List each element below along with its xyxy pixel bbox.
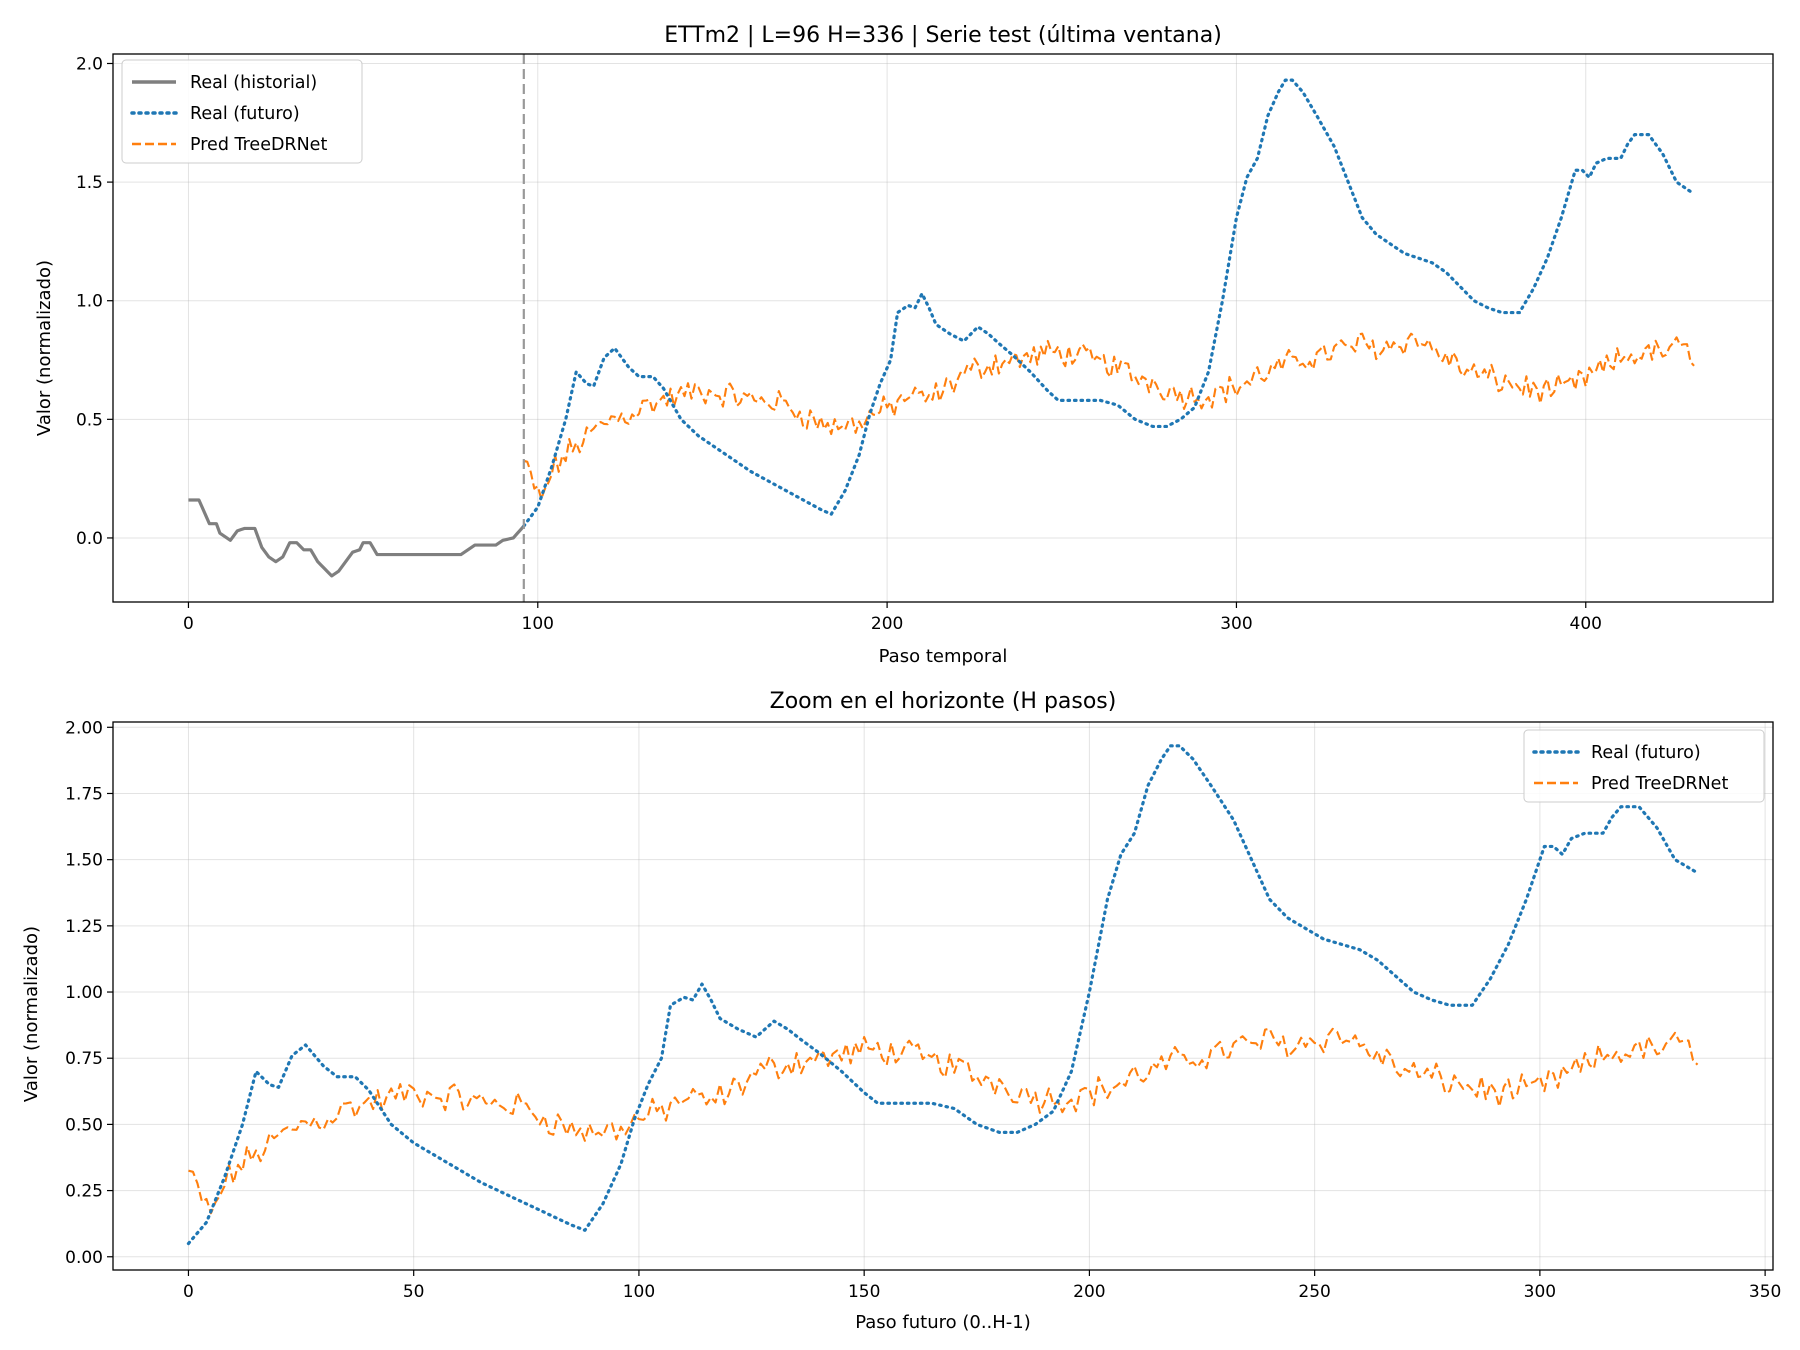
x-tick-label: 300 xyxy=(1220,614,1252,634)
x-tick-label: 350 xyxy=(1749,1282,1781,1302)
y-tick-label: 0.5 xyxy=(76,410,103,430)
x-tick-label: 250 xyxy=(1298,1282,1330,1302)
x-tick-label: 50 xyxy=(403,1282,425,1302)
series-line-real-futuro xyxy=(186,744,1700,1246)
x-tick-label: 150 xyxy=(848,1282,880,1302)
y-tick-label: 1.0 xyxy=(76,292,103,312)
legend-label-futuro: Real (futuro) xyxy=(1591,743,1701,763)
x-tick-label: 0 xyxy=(183,1282,194,1302)
y-tick-label: 0.50 xyxy=(65,1115,103,1135)
y-tick-label: 1.5 xyxy=(76,173,103,193)
legend: Real (historial) Real (futuro) Pred Tree… xyxy=(121,59,363,164)
x-tick-label: 100 xyxy=(522,614,554,634)
y-tick-label: 0.00 xyxy=(65,1248,103,1268)
grid xyxy=(113,722,1773,1270)
chart-full-series: ETTm2 | L=96 H=336 | Serie test (última … xyxy=(34,23,1774,667)
x-axis-label: Paso temporal xyxy=(879,646,1008,667)
x-tick-label: 200 xyxy=(871,614,903,634)
legend: Real (futuro) Pred TreeDRNet xyxy=(1523,729,1765,803)
series-line-real-historial xyxy=(188,498,526,578)
y-tick-label: 1.75 xyxy=(65,784,103,804)
legend-label-pred: Pred TreeDRNet xyxy=(1591,774,1728,794)
series-layer xyxy=(188,78,1696,578)
y-tick-label: 1.50 xyxy=(65,851,103,871)
chart-title: Zoom en el horizonte (H pasos) xyxy=(770,689,1117,714)
grid xyxy=(113,54,1773,602)
y-tick-label: 0.75 xyxy=(65,1049,103,1069)
y-tick-label: 0.0 xyxy=(76,529,103,549)
chart-title: ETTm2 | L=96 H=336 | Serie test (última … xyxy=(664,23,1222,48)
chart-horizon-zoom: Zoom en el horizonte (H pasos) 0 50 100 150… xyxy=(21,689,1781,1333)
legend-label-futuro: Real (futuro) xyxy=(190,104,300,124)
plot-frame xyxy=(112,721,1774,1271)
series-line-pred-treedrnet xyxy=(188,1027,1699,1215)
axis-ticks: 0 50 100 150 200 250 300 350 0.00 0.25 0.50 0.75 1.0… xyxy=(65,718,1781,1302)
x-tick-label: 100 xyxy=(623,1282,655,1302)
x-tick-label: 300 xyxy=(1524,1282,1556,1302)
y-tick-label: 2.0 xyxy=(76,54,103,74)
y-axis-label: Valor (normalizado) xyxy=(21,926,42,1102)
series-layer xyxy=(186,744,1700,1246)
x-axis-label: Paso futuro (0..H-1) xyxy=(855,1312,1031,1333)
y-tick-label: 1.00 xyxy=(65,983,103,1003)
axis-ticks: 0 100 200 300 400 0.0 0.5 1.0 1.5 2.0 xyxy=(76,54,1602,634)
x-tick-label: 0 xyxy=(183,614,194,634)
plot-frame xyxy=(112,53,1774,603)
y-tick-label: 2.00 xyxy=(65,718,103,738)
x-tick-label: 400 xyxy=(1570,614,1602,634)
y-axis-label: Valor (normalizado) xyxy=(34,260,55,436)
series-line-pred-treedrnet xyxy=(523,332,1695,501)
y-tick-label: 1.25 xyxy=(65,917,103,937)
legend-label-pred: Pred TreeDRNet xyxy=(190,135,327,155)
legend-label-historial: Real (historial) xyxy=(190,73,317,93)
series-line-real-futuro xyxy=(522,78,1696,528)
x-tick-label: 200 xyxy=(1073,1282,1105,1302)
y-tick-label: 0.25 xyxy=(65,1182,103,1202)
